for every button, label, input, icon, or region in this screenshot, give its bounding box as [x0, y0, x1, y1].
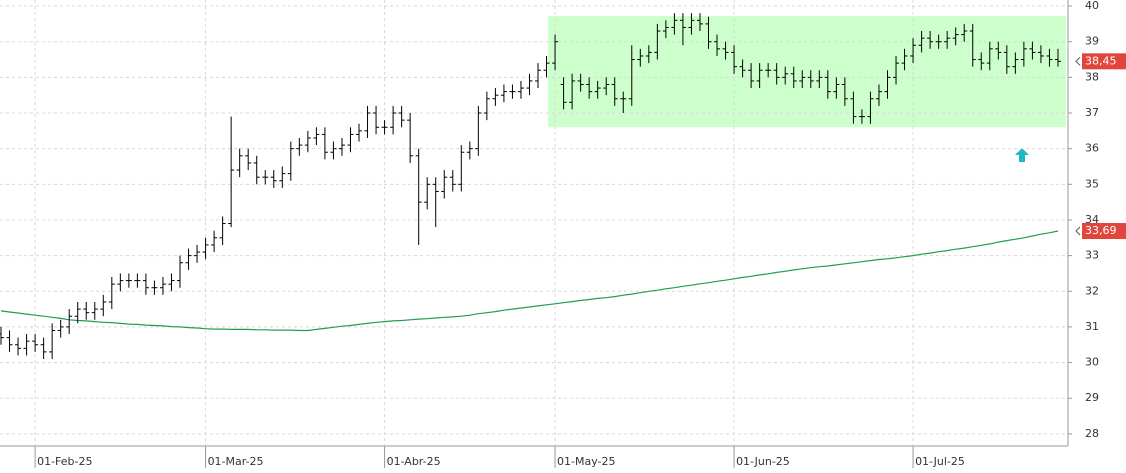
y-tick-label: 28: [1085, 427, 1099, 440]
moving-average-line: [0, 230, 1059, 332]
y-tick-label: 39: [1085, 35, 1099, 48]
y-tick-label: 33: [1085, 249, 1099, 262]
y-tick-label: 30: [1085, 356, 1099, 369]
x-tick-label: 01-May-25: [557, 455, 615, 468]
y-tick-label: 31: [1085, 320, 1099, 333]
x-tick-label: 01-Jun-25: [736, 455, 790, 468]
y-tick-label: 34: [1085, 213, 1099, 226]
x-tick-label: 01-Jul-25: [915, 455, 965, 468]
zone-box: [548, 16, 1066, 128]
y-tick-label: 40: [1085, 0, 1099, 12]
x-tick-label: 01-Abr-25: [387, 455, 441, 468]
label-box: [1082, 53, 1126, 70]
y-tick-label: 35: [1085, 177, 1099, 190]
x-tick-label: 01-Mar-25: [208, 455, 264, 468]
y-tick-label: 32: [1085, 284, 1099, 297]
label-box: [1082, 223, 1126, 240]
label-pointer: [1075, 226, 1081, 236]
y-tick-label: 37: [1085, 106, 1099, 119]
y-tick-label: 36: [1085, 142, 1099, 155]
arrow-icon: [1015, 148, 1029, 162]
label-pointer: [1075, 56, 1081, 66]
x-tick-label: 01-Feb-25: [37, 455, 92, 468]
value-label: 38,45: [1085, 54, 1117, 67]
value-label: 33,69: [1085, 224, 1117, 237]
plot-layer: [0, 0, 1068, 446]
y-tick-label: 38: [1085, 70, 1099, 83]
y-tick-label: 29: [1085, 391, 1099, 404]
